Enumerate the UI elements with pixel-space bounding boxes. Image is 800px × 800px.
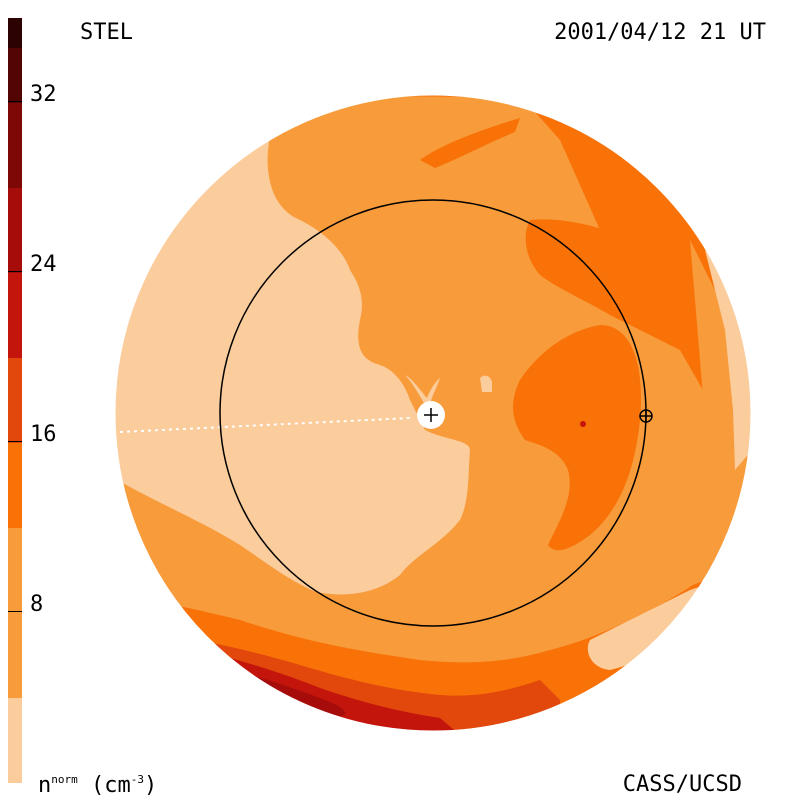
region-light-spike-right bbox=[480, 375, 492, 392]
region-darkred-south bbox=[240, 672, 346, 716]
colorbar-band-2 bbox=[8, 528, 22, 698]
disk-outline bbox=[114, 94, 752, 732]
colorbar-tick-8 bbox=[8, 611, 22, 612]
region-mid-south-streak bbox=[380, 565, 710, 626]
colorbar-band-4 bbox=[8, 358, 22, 443]
colorbar-label-16: 16 bbox=[30, 422, 57, 447]
colorbar-band-1 bbox=[8, 698, 22, 783]
colorbar-tick-16 bbox=[8, 441, 22, 442]
colorbar-band-3 bbox=[8, 443, 22, 528]
small-dark-spot bbox=[580, 421, 586, 427]
colorbar-label-32: 32 bbox=[30, 82, 57, 107]
colorbar-band-6 bbox=[8, 188, 22, 273]
unit-label: nnorm (cm-3) bbox=[38, 774, 157, 797]
colorbar-label-8: 8 bbox=[30, 592, 44, 617]
region-light-spike-left bbox=[405, 375, 440, 405]
region-light-west bbox=[115, 135, 470, 595]
unit-base: n bbox=[38, 773, 52, 798]
unit-close: ) bbox=[143, 773, 158, 798]
region-light-right-edge bbox=[705, 250, 751, 470]
region-dark-top-band bbox=[290, 95, 751, 430]
region-dark-streak-top bbox=[420, 118, 520, 168]
timestamp: 2001/04/12 21 UT bbox=[554, 20, 766, 45]
region-light-southeast bbox=[587, 580, 720, 670]
density-colorbar bbox=[8, 18, 22, 783]
unit-rest: (cm bbox=[77, 773, 131, 798]
source-label: STEL bbox=[80, 20, 133, 45]
colorbar-band-5 bbox=[8, 273, 22, 358]
colorbar-label-24: 24 bbox=[30, 252, 57, 277]
colorbar-tick-32 bbox=[8, 101, 22, 102]
region-mid-right-wedge bbox=[690, 240, 740, 470]
unit-exponent: -3 bbox=[130, 773, 144, 786]
colorbar-band-8 bbox=[8, 48, 22, 103]
colorbar-band-7 bbox=[8, 103, 22, 188]
region-dark-right bbox=[525, 219, 697, 355]
credit-label: CASS/UCSD bbox=[622, 772, 742, 797]
region-dark-south-band bbox=[115, 560, 751, 731]
colorbar-tick-24 bbox=[8, 271, 22, 272]
unit-superscript: norm bbox=[51, 773, 78, 786]
region-mid-top bbox=[270, 120, 537, 311]
region-dark-right-lobe bbox=[513, 325, 641, 551]
colorbar-band-9 bbox=[8, 18, 22, 48]
